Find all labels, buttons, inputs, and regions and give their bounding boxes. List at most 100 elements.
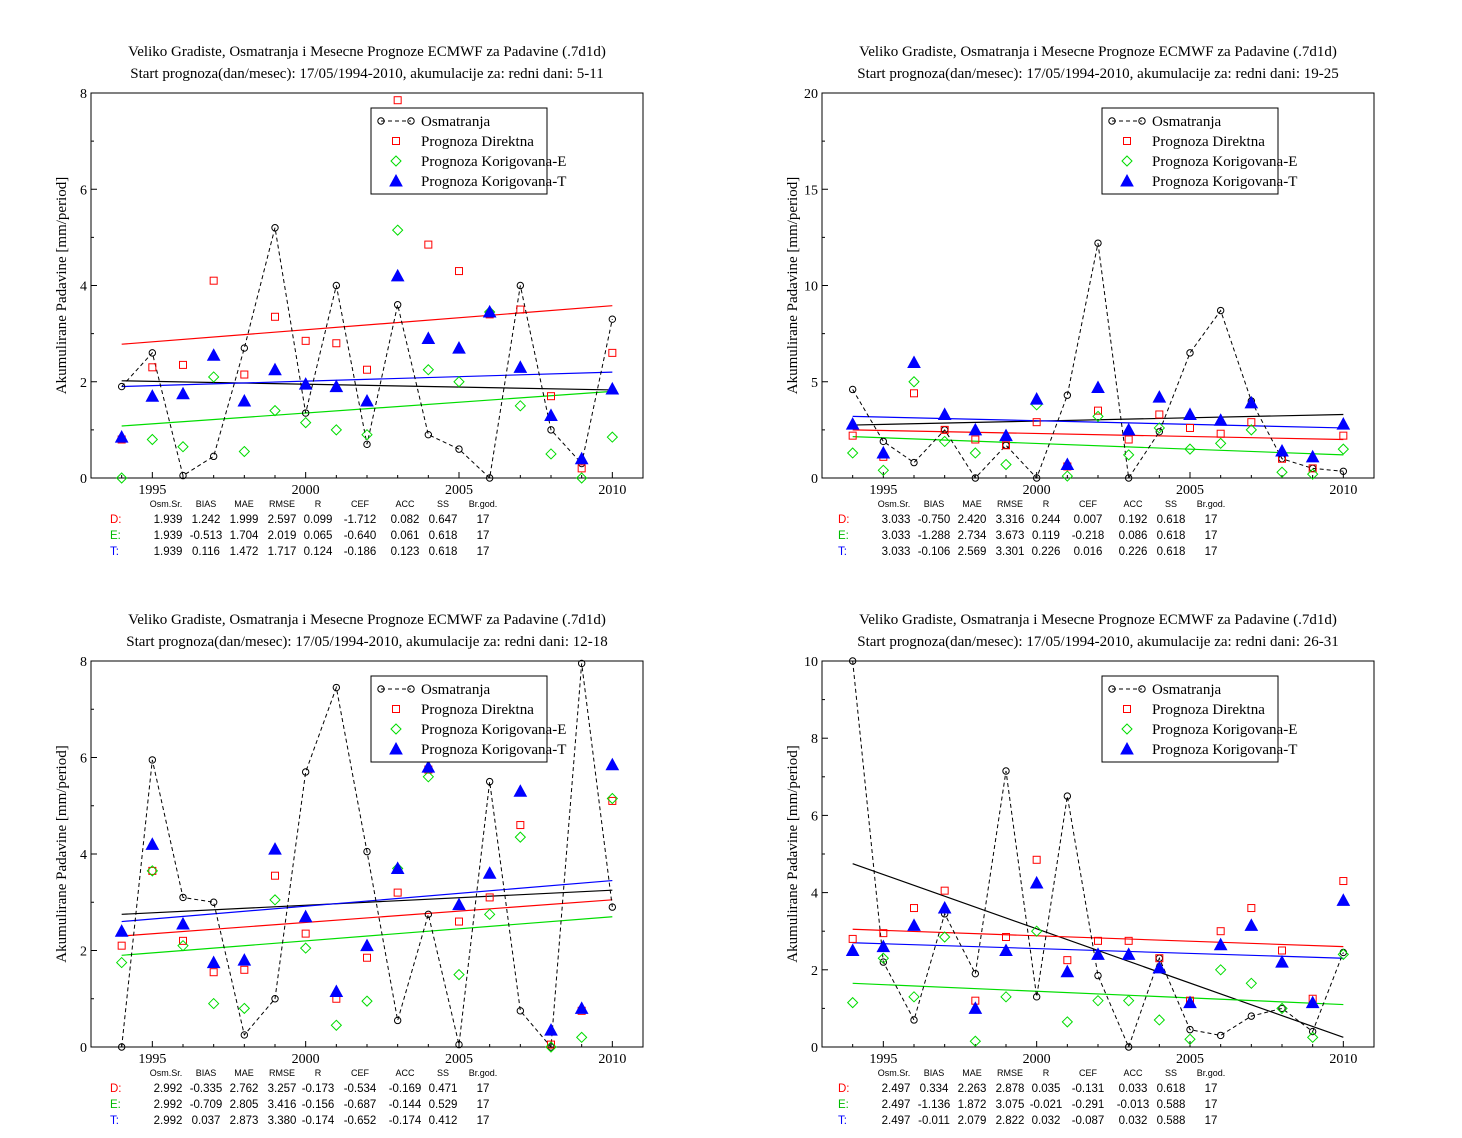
data-point-square xyxy=(240,370,249,379)
data-point-triangle xyxy=(968,422,983,436)
data-point-circle xyxy=(1308,1027,1317,1036)
stats-header: SS xyxy=(1165,1068,1177,1078)
y-tick-label: 10 xyxy=(804,280,818,295)
stats-value: 0.334 xyxy=(920,1083,949,1095)
data-point-diamond xyxy=(606,431,619,443)
stats-header: RMSE xyxy=(997,499,1023,509)
x-tick-label: 2010 xyxy=(598,1052,626,1067)
legend-marker-square xyxy=(392,705,400,713)
data-point-circle xyxy=(1124,1043,1133,1051)
stats-value: 0.037 xyxy=(192,1115,221,1127)
data-point-triangle xyxy=(452,341,466,354)
stats-value: 17 xyxy=(1205,1083,1218,1095)
stats-value: 1.939 xyxy=(154,530,183,542)
data-point-circle xyxy=(879,437,888,446)
data-point-square xyxy=(1247,418,1256,427)
data-point-circle xyxy=(209,452,218,461)
y-tick-label: 0 xyxy=(80,472,87,487)
data-point-diamond xyxy=(330,424,343,436)
stats-value: 17 xyxy=(477,1083,490,1095)
data-point-square xyxy=(848,934,857,943)
data-point-square xyxy=(363,365,371,374)
stats-value: 3.301 xyxy=(996,546,1025,558)
chart-subtitle: Start prognoza(dan/mesec): 17/05/1994-20… xyxy=(857,634,1339,650)
data-point-diamond xyxy=(1337,443,1350,455)
data-point-square xyxy=(1124,936,1133,945)
stats-value: -0.156 xyxy=(302,1099,335,1111)
data-point-triangle xyxy=(1336,893,1351,906)
data-point-circle xyxy=(179,471,187,480)
stats-header: ACC xyxy=(1123,1068,1143,1078)
data-point-square xyxy=(301,336,310,345)
chart-title: Veliko Gradiste, Osmatranja i Mesecne Pr… xyxy=(128,612,606,628)
stats-value: 1.999 xyxy=(230,514,259,526)
data-point-circle xyxy=(608,315,617,323)
stats-value: 2.497 xyxy=(882,1115,911,1127)
data-point-square xyxy=(910,904,918,913)
stats-value: -0.687 xyxy=(344,1099,377,1111)
data-point-circle xyxy=(1094,239,1102,247)
data-point-triangle xyxy=(1183,995,1197,1009)
data-point-diamond xyxy=(238,1002,251,1015)
data-point-circle xyxy=(971,969,980,978)
y-tick-label: 4 xyxy=(80,848,87,863)
stats-value: 2.992 xyxy=(154,1099,183,1111)
y-tick-label: 6 xyxy=(80,183,87,198)
data-point-square xyxy=(1216,429,1225,438)
stats-value: 1.717 xyxy=(268,546,297,558)
data-point-diamond xyxy=(238,445,251,458)
data-point-square xyxy=(1155,410,1164,419)
data-point-square xyxy=(848,431,857,440)
y-tick-label: 2 xyxy=(80,945,87,960)
data-point-diamond xyxy=(1092,994,1104,1007)
stats-value: 0.086 xyxy=(1119,530,1148,542)
data-point-triangle xyxy=(1029,875,1044,889)
data-point-triangle xyxy=(329,379,344,393)
stats-header: ACC xyxy=(395,1068,415,1078)
stats-header: MAE xyxy=(962,499,982,509)
data-point-triangle xyxy=(1121,947,1136,960)
legend-marker-diamond xyxy=(390,155,402,167)
data-point-circle xyxy=(1155,428,1164,436)
trend-line-0 xyxy=(121,380,613,391)
data-point-circle xyxy=(848,385,857,394)
stats-value: 2.497 xyxy=(882,1083,911,1095)
chart-panel-1: Veliko Gradiste, Osmatranja i Mesecne Pr… xyxy=(54,44,644,558)
legend-marker-triangle xyxy=(389,173,403,187)
data-point-circle xyxy=(240,344,249,352)
stats-value: -0.335 xyxy=(190,1083,223,1095)
stats-header: R xyxy=(315,1068,322,1078)
data-point-diamond xyxy=(575,472,588,484)
stats-header: MAE xyxy=(234,1068,254,1078)
data-point-circle xyxy=(547,426,555,434)
series-line-osmatranja xyxy=(852,660,1344,1049)
data-point-circle xyxy=(1186,1025,1194,1034)
y-tick-label: 10 xyxy=(804,655,818,670)
data-point-square xyxy=(393,888,402,897)
data-point-triangle xyxy=(421,331,436,344)
data-point-triangle xyxy=(1275,955,1289,968)
stats-value: 0.065 xyxy=(304,530,333,542)
plot-frame xyxy=(821,660,1375,1048)
stats-value: 1.704 xyxy=(230,530,259,542)
data-point-diamond xyxy=(908,376,920,388)
x-tick-label: 2005 xyxy=(445,483,473,498)
stats-value: 2.734 xyxy=(958,530,987,542)
data-point-triangle xyxy=(937,900,952,914)
stats-value: -0.011 xyxy=(918,1115,950,1127)
stats-value: 3.380 xyxy=(268,1115,297,1127)
stats-header: BIAS xyxy=(924,1068,945,1078)
data-point-diamond xyxy=(299,416,312,429)
data-point-square xyxy=(271,312,279,321)
stats-value: 3.257 xyxy=(268,1083,297,1095)
stats-value: 1.939 xyxy=(154,514,183,526)
legend-box xyxy=(370,675,548,763)
chart-subtitle: Start prognoza(dan/mesec): 17/05/1994-20… xyxy=(126,634,608,650)
data-point-circle xyxy=(1247,1012,1256,1020)
y-tick-label: 20 xyxy=(804,87,818,102)
x-tick-label: 2000 xyxy=(292,1052,320,1067)
data-point-diamond xyxy=(545,448,557,460)
stats-value: -0.640 xyxy=(344,530,377,542)
stats-value: 3.033 xyxy=(882,514,911,526)
data-point-square xyxy=(1002,932,1010,941)
